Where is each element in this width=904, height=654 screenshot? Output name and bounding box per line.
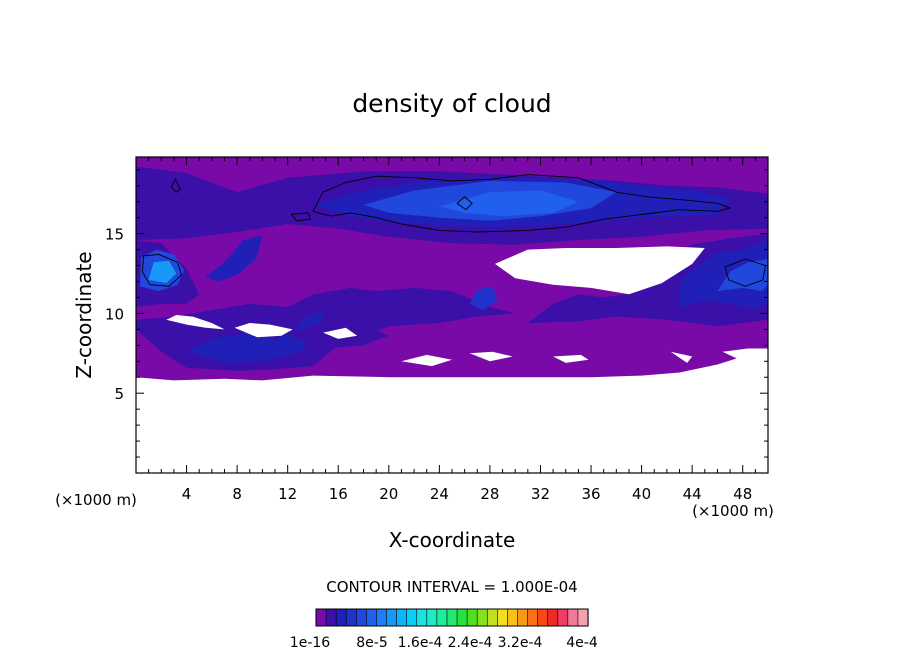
density-region-9 <box>205 235 263 282</box>
colorbar-swatch <box>315 608 327 627</box>
contour-line-2 <box>170 178 181 193</box>
x-tick-label: 16 <box>329 485 348 503</box>
density-region-13 <box>679 240 768 309</box>
colorbar-swatch <box>426 608 438 627</box>
colorbar-swatch <box>386 608 398 627</box>
colorbar-swatch <box>567 608 579 627</box>
colorbar-swatch <box>497 608 508 627</box>
colorbar-swatch <box>466 608 478 627</box>
colorbar-swatch <box>507 608 519 627</box>
x-tick-label: 36 <box>581 485 600 503</box>
x-tick-label: 32 <box>531 485 550 503</box>
x-tick-label: 12 <box>278 485 297 503</box>
clear-region-1 <box>166 315 225 330</box>
colorbar-tick-label: 2.4e-4 <box>448 635 493 651</box>
contour-interval-text: CONTOUR INTERVAL = 1.000E-04 <box>326 578 577 596</box>
clear-region-3 <box>323 327 358 339</box>
colorbar-swatch <box>345 608 357 627</box>
colorbar-tick-label: 1.6e-4 <box>398 635 443 651</box>
clear-region-2 <box>234 323 293 338</box>
y-tick-label: 5 <box>114 385 124 403</box>
colorbar-swatch <box>577 608 589 627</box>
contour-line-3 <box>141 253 183 287</box>
colorbar-swatch <box>446 608 458 627</box>
colorbar-swatch <box>557 608 569 627</box>
colorbar-swatch <box>476 608 488 627</box>
contour-line-0 <box>312 174 732 233</box>
contour-line-5 <box>456 196 473 211</box>
y-tick-label: 15 <box>105 226 124 244</box>
cloud-free-regions <box>166 246 768 367</box>
cloud-density-fill <box>136 157 768 381</box>
colorbar-swatch <box>436 608 448 627</box>
x-unit-label-left: (×1000 m) <box>55 491 137 509</box>
colorbar-swatch <box>396 608 408 627</box>
colorbar-swatch <box>416 608 428 627</box>
contour-line-1 <box>290 212 312 222</box>
colorbar-swatch <box>406 608 418 627</box>
x-tick-label: 48 <box>733 485 752 503</box>
x-tick-label: 40 <box>632 485 651 503</box>
density-region-15 <box>469 286 498 311</box>
x-tick-label: 4 <box>182 485 192 503</box>
density-region-8 <box>148 260 177 284</box>
clear-region-0 <box>495 246 705 295</box>
colorbar-labels: 1e-16 8e-5 1.6e-4 2.4e-4 3.2e-4 4e-4 <box>290 635 598 651</box>
x-tick-label: 44 <box>683 485 702 503</box>
x-tick-label: 24 <box>430 485 449 503</box>
colorbar-tick-label: 4e-4 <box>566 635 598 651</box>
contour-line-4 <box>724 258 767 287</box>
colorbar-swatch <box>355 608 367 627</box>
colorbar-swatch <box>325 608 337 627</box>
colorbar-frame <box>315 608 589 627</box>
x-tick-label: 8 <box>232 485 242 503</box>
x-tick-label: 20 <box>379 485 398 503</box>
density-region-12 <box>527 233 768 327</box>
colorbar-swatch <box>335 608 347 627</box>
y-axis-label: Z-coordinate <box>72 251 96 378</box>
x-unit-label-right: (×1000 m) <box>692 502 774 520</box>
clear-region-7 <box>670 351 693 363</box>
x-axis-label: X-coordinate <box>389 528 516 552</box>
chart-title: density of cloud <box>352 89 551 118</box>
colorbar-swatch <box>366 608 378 627</box>
colorbar-swatch <box>527 608 539 627</box>
colorbar-swatch <box>456 608 468 627</box>
clear-region-5 <box>469 351 513 362</box>
clear-region-4 <box>401 354 452 367</box>
colorbar-swatch <box>486 608 498 627</box>
y-tick-label: 10 <box>105 305 124 323</box>
contour-lines <box>141 174 767 287</box>
colorbar-swatch <box>547 608 559 627</box>
colorbar-tick-label: 8e-5 <box>356 635 387 651</box>
density-region-4 <box>439 190 579 217</box>
colorbar-tick-label: 1e-16 <box>290 635 330 651</box>
colorbar <box>315 608 589 627</box>
clear-region-6 <box>553 354 589 363</box>
x-tick-label: 28 <box>480 485 499 503</box>
clear-region-8 <box>722 348 768 362</box>
colorbar-tick-label: 3.2e-4 <box>498 635 543 651</box>
colorbar-swatch <box>376 608 388 627</box>
colorbar-swatch <box>517 608 529 627</box>
colorbar-swatch <box>537 608 549 627</box>
